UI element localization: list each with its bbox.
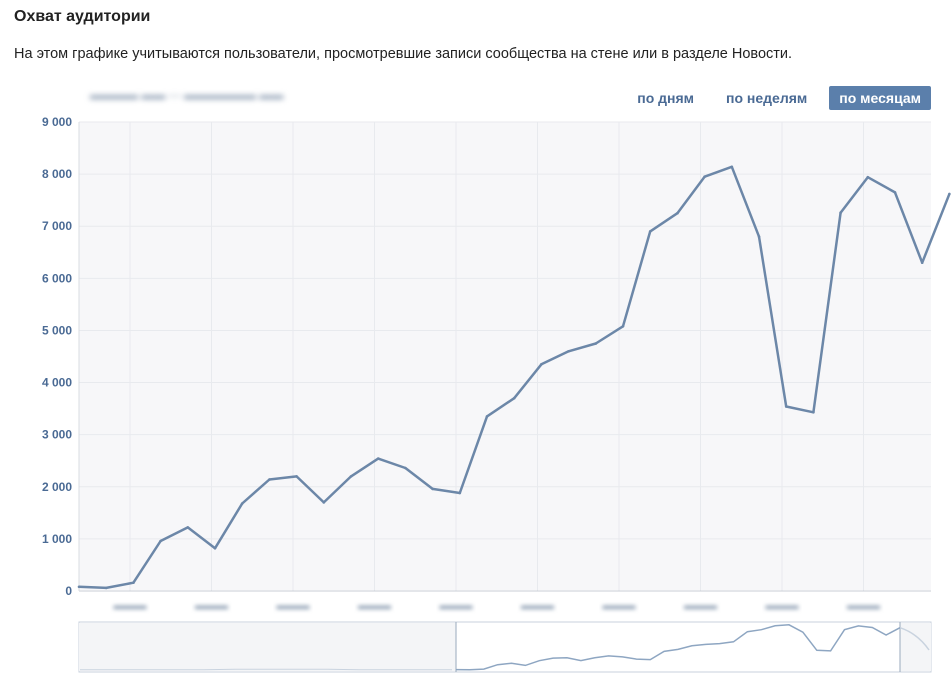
data-point[interactable] xyxy=(322,501,326,504)
data-point[interactable] xyxy=(186,526,190,529)
data-point[interactable] xyxy=(268,478,271,481)
x-tick-placeholder: ▬▬▬ xyxy=(358,600,391,612)
data-point[interactable] xyxy=(920,261,924,265)
tab-days[interactable]: по дням xyxy=(637,90,695,106)
tab-weeks[interactable]: по неделям xyxy=(726,90,808,106)
data-point[interactable] xyxy=(104,586,108,590)
data-point[interactable] xyxy=(349,475,353,478)
y-tick-label: 0 xyxy=(65,584,72,598)
data-point[interactable] xyxy=(594,342,598,345)
navigator-tail-line xyxy=(899,626,930,651)
y-tick-label: 6 000 xyxy=(42,271,72,285)
data-point[interactable] xyxy=(132,581,135,584)
plot-area xyxy=(79,122,931,590)
data-point[interactable] xyxy=(757,235,761,238)
data-point[interactable] xyxy=(621,325,625,328)
data-point[interactable] xyxy=(77,585,81,589)
y-tick-label: 4 000 xyxy=(42,376,72,390)
data-point[interactable] xyxy=(812,411,815,414)
data-point[interactable] xyxy=(948,192,951,196)
y-tick-label: 1 000 xyxy=(42,532,72,546)
data-point[interactable] xyxy=(730,165,734,169)
x-tick-placeholder: ▬▬▬ xyxy=(440,600,473,612)
data-point[interactable] xyxy=(648,230,652,233)
y-tick-label: 9 000 xyxy=(42,115,72,129)
data-point[interactable] xyxy=(540,363,543,366)
x-tick-placeholder: ▬▬▬ xyxy=(277,600,310,612)
y-tick-label: 5 000 xyxy=(42,323,72,337)
y-tick-label: 3 000 xyxy=(42,428,72,442)
y-tick-label: 7 000 xyxy=(42,219,72,233)
x-tick-placeholder: ▬▬▬ xyxy=(114,600,147,612)
page-title: Охват аудитории xyxy=(14,8,151,25)
data-point[interactable] xyxy=(458,491,462,495)
data-point[interactable] xyxy=(240,502,244,505)
data-point[interactable] xyxy=(376,457,380,460)
data-point[interactable] xyxy=(213,547,217,550)
chart-description: На этом графике учитываются пользователи… xyxy=(14,46,793,62)
data-point[interactable] xyxy=(431,487,434,491)
y-tick-label: 8 000 xyxy=(42,167,72,181)
data-point[interactable] xyxy=(784,405,788,408)
period-tabs: по дням по неделям по месяцам xyxy=(615,86,931,110)
navigator-line xyxy=(455,624,901,671)
x-tick-placeholder: ▬▬▬ xyxy=(766,600,799,612)
data-point[interactable] xyxy=(404,466,407,470)
data-point[interactable] xyxy=(159,539,162,543)
x-tick-placeholder: ▬▬▬ xyxy=(195,600,228,612)
navigator-outside-left xyxy=(79,623,456,671)
data-point[interactable] xyxy=(485,415,489,418)
x-tick-placeholder: ▬▬▬ xyxy=(603,600,636,612)
data-point[interactable] xyxy=(567,350,570,353)
data-point[interactable] xyxy=(866,175,870,179)
data-point[interactable] xyxy=(839,211,842,214)
data-point[interactable] xyxy=(893,191,897,194)
x-tick-placeholder: ▬▬▬ xyxy=(684,600,717,612)
x-tick-placeholder: ▬▬▬ xyxy=(521,600,554,612)
data-point[interactable] xyxy=(703,175,706,178)
data-point[interactable] xyxy=(512,396,516,400)
data-point[interactable] xyxy=(676,211,679,215)
tab-months[interactable]: по месяцам xyxy=(829,86,931,110)
x-tick-placeholder: ▬▬▬ xyxy=(847,600,880,612)
y-tick-label: 2 000 xyxy=(42,480,72,494)
data-point[interactable] xyxy=(295,475,298,478)
navigator[interactable] xyxy=(78,621,932,673)
navigator-outside-right xyxy=(900,623,931,671)
date-range-selector[interactable]: ▬▬▬▬ ▬▬ — ▬▬▬▬▬▬ ▬▬ xyxy=(90,88,284,102)
